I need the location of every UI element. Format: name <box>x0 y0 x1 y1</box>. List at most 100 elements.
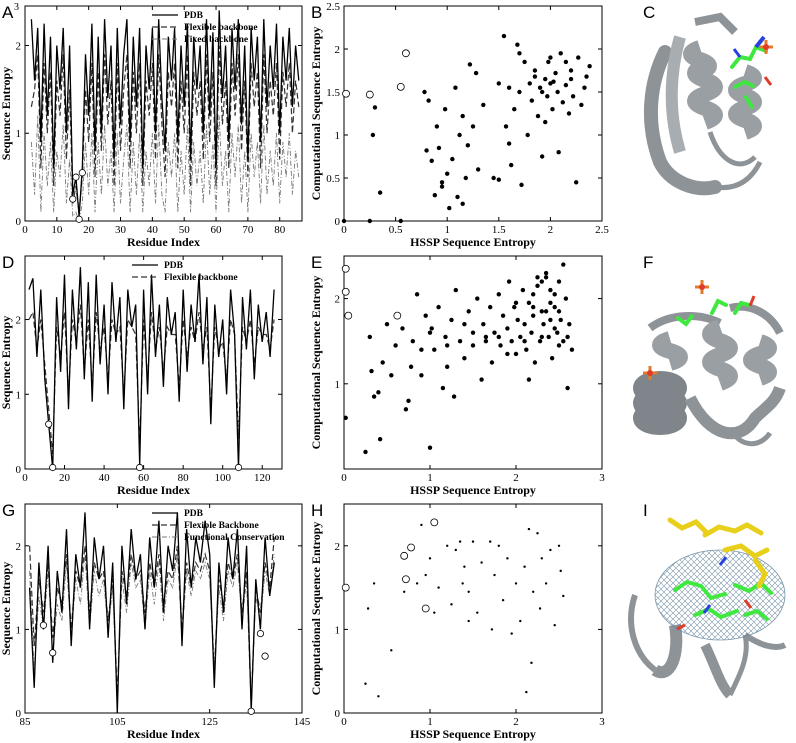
scatter-point-b <box>519 182 524 188</box>
scatter-point-h <box>467 590 470 593</box>
scatter-point-b <box>426 98 431 103</box>
scatter-point-h <box>446 544 449 547</box>
x-tick-label-e: 2 <box>513 472 519 484</box>
scatter-point-e <box>443 334 448 340</box>
scatter-point-e <box>513 300 519 306</box>
scatter-point-e <box>561 262 566 267</box>
scatter-point-b <box>568 76 574 82</box>
scatter-point-e <box>506 279 512 284</box>
scatter-point-e <box>403 407 409 412</box>
scatter-point-e <box>537 339 543 344</box>
scatter-point-h <box>415 582 419 585</box>
panel-letter-h: H <box>311 501 324 520</box>
scatter-point-h <box>544 582 548 585</box>
scatter-point-b <box>341 218 347 224</box>
open-marker-g <box>49 649 57 657</box>
scatter-point-h <box>461 582 464 585</box>
x-tick-label-a: 30 <box>115 224 127 236</box>
scatter-point-h <box>377 695 380 698</box>
x-tick-label-b: 0 <box>341 224 347 236</box>
scatter-point-e <box>531 304 536 310</box>
scatter-point-b <box>532 74 538 79</box>
scatter-point-h <box>471 540 475 543</box>
scatter-point-b <box>563 59 569 65</box>
scatter-point-e <box>548 287 553 293</box>
x-tick-label-e: 0 <box>341 472 347 484</box>
x-tick-label-g: 85 <box>20 716 32 728</box>
protein-ribbon-icon <box>633 280 786 447</box>
legend-entry-a-0: PDB <box>184 11 204 21</box>
scatter-point-e <box>481 321 486 327</box>
open-point-e <box>344 311 353 320</box>
x-tick-label-d: 20 <box>59 472 71 484</box>
scatter-point-b <box>556 150 561 155</box>
scatter-point-b <box>503 124 509 129</box>
x-tick-label-a: 50 <box>179 224 191 236</box>
scatter-point-b <box>574 180 579 185</box>
scatter-point-h <box>553 624 556 627</box>
scatter-point-e <box>498 343 503 348</box>
scatter-point-e <box>539 334 544 340</box>
scatter-point-b <box>539 89 545 95</box>
legend-entry-g-2: Functional Conservation <box>184 533 285 543</box>
open-marker-g <box>256 629 265 638</box>
plot-frame-d <box>24 255 283 470</box>
scatter-point-e <box>380 360 385 365</box>
scatter-point-b <box>481 102 486 108</box>
chart-d-entropy-line: 0 20 40 60 80 100 120 0 1 2 Residue Index Sequence … <box>0 255 283 497</box>
y-axis-label-b: Computational Sequence Entropy <box>309 27 323 201</box>
scatter-point-e <box>561 339 566 344</box>
panel-letter-b: B <box>311 3 323 22</box>
scatter-point-b <box>527 81 532 86</box>
scatter-point-e <box>526 300 532 306</box>
scatter-point-e <box>535 283 540 289</box>
scatter-point-h <box>493 573 496 577</box>
open-marker-a <box>69 195 77 203</box>
scatter-point-e <box>505 326 510 331</box>
y-tick-label-a: 2 <box>16 40 22 52</box>
scatter-point-e <box>509 339 514 344</box>
scatter-point-b <box>422 89 427 95</box>
scatter-point-b <box>439 180 445 185</box>
scatter-point-e <box>457 339 463 344</box>
scatter-point-e <box>496 292 501 297</box>
series-line-d-0 <box>28 267 275 470</box>
scatter-point-b <box>453 85 458 90</box>
scatter-point-b <box>587 63 592 69</box>
scatter-point-e <box>427 445 433 450</box>
x-axis-label-a: Residue Index <box>127 235 200 249</box>
y-axis-label-g: Sequence Entropy <box>0 562 13 655</box>
scatter-point-b <box>543 76 548 82</box>
scatter-point-e <box>369 368 374 374</box>
scatter-point-b <box>501 33 507 39</box>
scatter-point-h <box>523 565 526 568</box>
scatter-point-b <box>377 190 383 195</box>
x-axis-label-h: HSSP Sequence Entropy <box>410 727 536 741</box>
scatter-point-h <box>433 611 436 614</box>
scatter-point-h <box>364 682 367 685</box>
protein-ligand-mesh-icon <box>628 517 787 699</box>
scatter-point-b <box>496 81 501 86</box>
scatter-point-b <box>473 70 479 76</box>
scatter-point-e <box>432 347 437 352</box>
x-tick-label-b: 2.5 <box>595 224 609 236</box>
panel-letter-a: A <box>2 3 14 22</box>
scatter-point-e <box>543 275 549 280</box>
scatter-point-e <box>548 317 553 323</box>
scatter-point-h <box>562 594 565 598</box>
x-axis-label-e: HSSP Sequence Entropy <box>410 483 536 497</box>
scatter-point-b <box>525 132 530 138</box>
x-axis-label-g: Residue Index <box>127 727 200 741</box>
x-tick-label-b: 1.5 <box>492 224 506 236</box>
x-tick-label-h: 3 <box>599 716 605 728</box>
x-tick-label-d: 60 <box>138 472 150 484</box>
plot-frame-b <box>343 5 603 222</box>
scatter-point-h <box>532 590 535 593</box>
scatter-point-b <box>465 143 471 148</box>
y-axis-label-a: Sequence Entropy <box>0 67 13 160</box>
scatter-point-h <box>428 557 432 560</box>
open-marker-a <box>72 173 80 181</box>
scatter-point-b <box>506 141 512 146</box>
plot-frame-a <box>24 5 303 222</box>
scatter-point-b <box>532 68 538 73</box>
